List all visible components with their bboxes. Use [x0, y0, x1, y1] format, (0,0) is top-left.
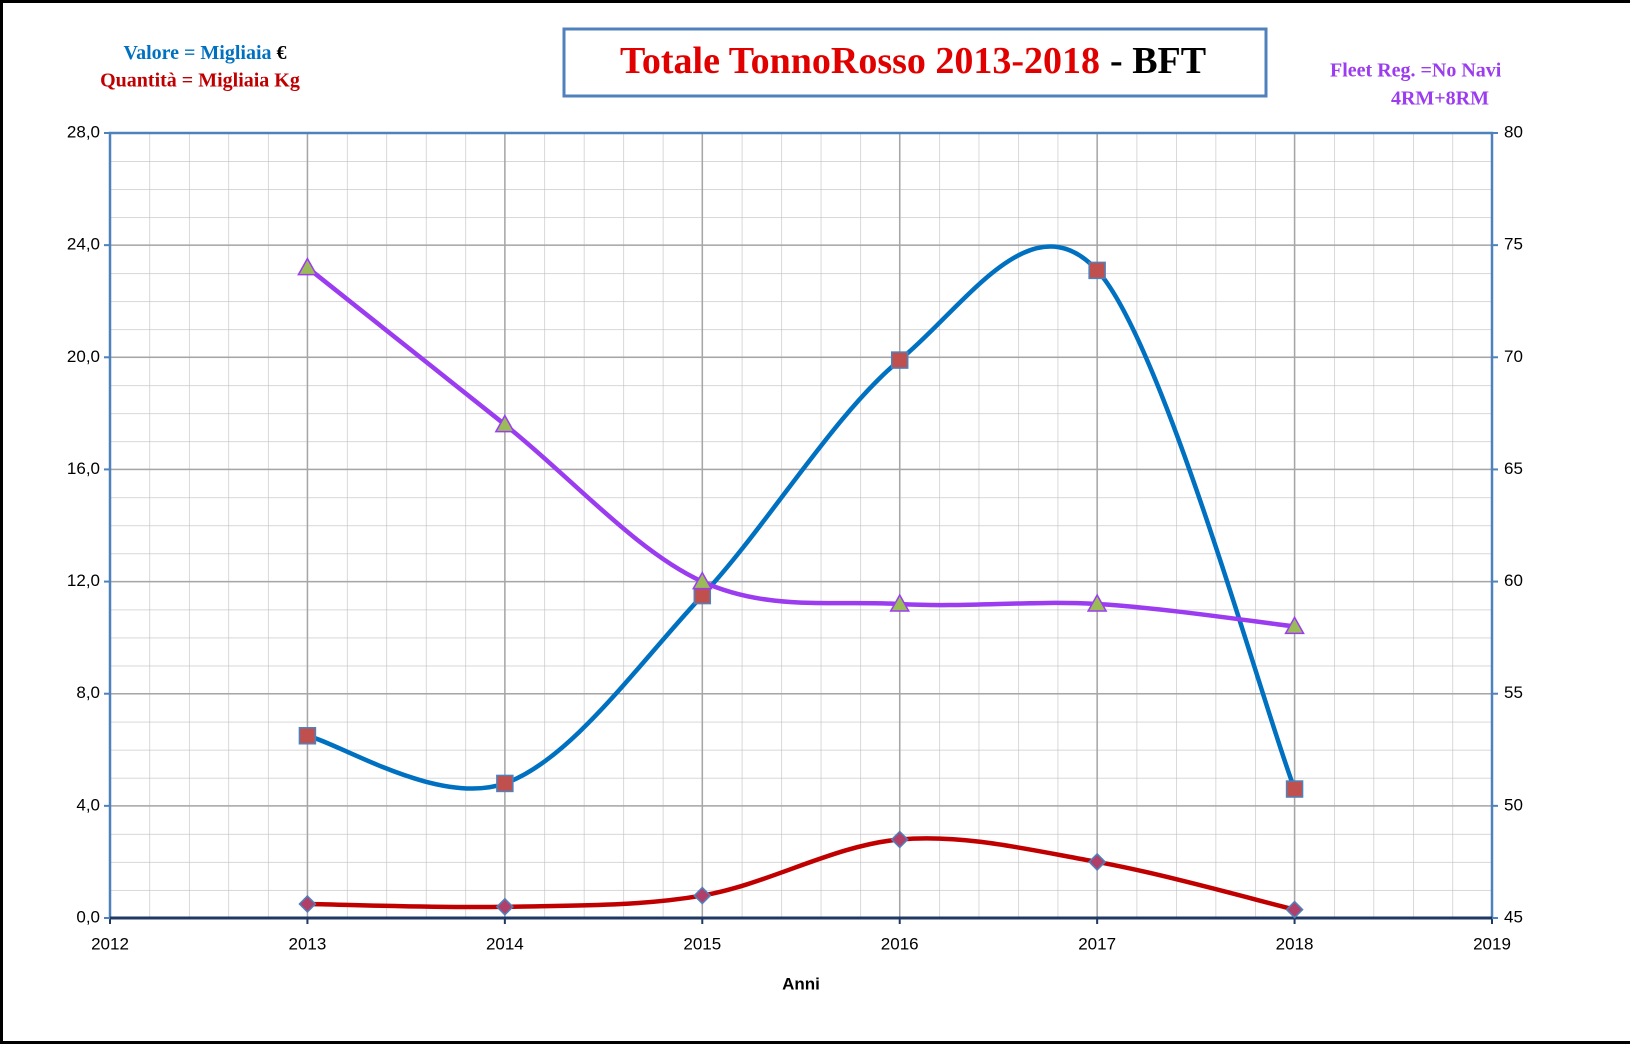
- marker: [693, 886, 712, 905]
- minor-grid: [110, 133, 1492, 918]
- y2-tick-label: 70: [1504, 347, 1523, 366]
- marker: [298, 727, 317, 745]
- x-tick-label: 2017: [1078, 934, 1116, 953]
- annotation: Quantità = Migliaia Kg: [100, 70, 300, 92]
- y-tick-label: 8,0: [76, 683, 100, 702]
- x-tick-label: 2014: [486, 934, 524, 953]
- y2-tick-label: 45: [1504, 907, 1523, 926]
- marker: [890, 351, 909, 369]
- series-line: [306, 265, 1295, 629]
- marker: [495, 897, 514, 916]
- y-tick-label: 0,0: [76, 907, 100, 926]
- y2-tick-label: 60: [1504, 571, 1523, 590]
- marker: [297, 257, 318, 276]
- x-axis-title: Anni: [782, 974, 820, 993]
- annotation-text: Valore = Migliaia: [123, 42, 271, 64]
- marker: [692, 571, 713, 590]
- y2-tick-label: 80: [1504, 122, 1523, 141]
- y2-tick-label: 55: [1504, 683, 1523, 702]
- marker: [1088, 852, 1107, 871]
- annotation-text: €: [277, 42, 287, 64]
- x-tick-label: 2016: [881, 934, 919, 953]
- y2-tick-label: 50: [1504, 795, 1523, 814]
- y-tick-label: 20,0: [67, 347, 100, 366]
- x-tick-label: 2018: [1276, 934, 1314, 953]
- y-tick-label: 24,0: [67, 235, 100, 254]
- chart-title: Totale TonnoRosso 2013-2018- BFT: [620, 40, 1206, 82]
- title-suffix: - BFT: [1110, 40, 1206, 82]
- marker: [1284, 615, 1305, 635]
- title-main: Totale TonnoRosso 2013-2018: [620, 40, 1100, 82]
- annotation: Valore = Migliaia €: [123, 42, 286, 64]
- marker: [889, 593, 910, 612]
- y-tick-label: 28,0: [67, 122, 100, 141]
- annotation: 4RM+8RM: [1391, 88, 1489, 110]
- title-box: [562, 27, 1268, 98]
- marker: [1088, 261, 1106, 280]
- marker: [1285, 900, 1304, 919]
- y2-tick-label: 75: [1504, 235, 1523, 254]
- y-tick-label: 16,0: [67, 459, 100, 478]
- series-line: [307, 836, 1296, 912]
- x-tick-label: 2013: [289, 934, 327, 953]
- x-tick-label: 2019: [1473, 934, 1511, 953]
- x-tick-label: 2015: [683, 934, 721, 953]
- marker: [1086, 593, 1108, 612]
- y2-tick-label: 65: [1504, 459, 1523, 478]
- y-tick-label: 12,0: [67, 571, 100, 590]
- marker: [693, 586, 712, 605]
- annotation: Fleet Reg. =No Navi: [1330, 60, 1502, 82]
- marker: [494, 414, 516, 433]
- marker: [496, 774, 514, 793]
- y-tick-label: 4,0: [76, 795, 100, 814]
- marker: [298, 894, 317, 914]
- x-tick-label: 2012: [91, 934, 129, 953]
- marker: [890, 830, 909, 849]
- marker: [1285, 780, 1304, 798]
